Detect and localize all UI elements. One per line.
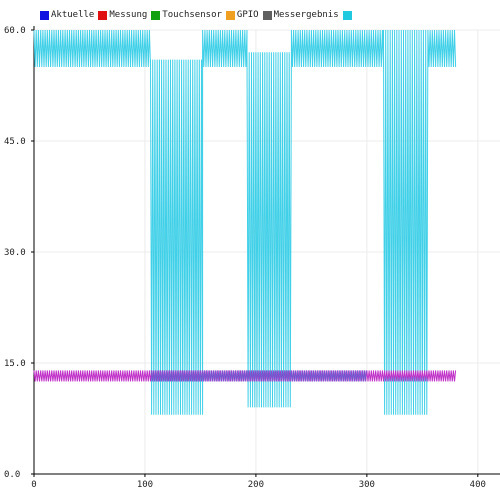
legend-swatch [98, 10, 108, 20]
legend-item: Aktuelle [40, 10, 96, 20]
legend-item: Messung [98, 10, 149, 20]
series-layer [33, 29, 457, 415]
legend-swatch [40, 10, 49, 20]
tick-labels: 0.0 15.0 30.0 45.0 60.0 0 100 200 300 400 [4, 26, 486, 490]
legend-label: Messergebnis [273, 10, 339, 20]
legend-item [342, 10, 354, 20]
x-tick-label: 100 [137, 480, 153, 490]
legend-label: Messung [109, 10, 148, 20]
y-tick-label: 0.0 [4, 470, 20, 480]
series-line-violet [150, 370, 367, 382]
legend-swatch [225, 10, 235, 20]
chart-legend: Aktuelle Messung Touchsensor GPIO Messergebn… [40, 8, 356, 22]
legend-swatch [262, 10, 272, 20]
legend-label: GPIO [236, 10, 259, 20]
legend-label: Aktuelle [51, 10, 95, 20]
axes [33, 26, 500, 475]
y-tick-label: 15.0 [4, 359, 26, 369]
x-tick-label: 300 [359, 480, 375, 490]
y-tick-label: 45.0 [4, 137, 26, 147]
legend-swatch [151, 10, 161, 20]
legend-label: Touchsensor [162, 10, 222, 20]
legend-item: Touchsensor [151, 10, 224, 20]
y-tick-label: 30.0 [4, 248, 26, 258]
x-tick-label: 400 [470, 480, 486, 490]
y-tick-label: 60.0 [4, 26, 26, 36]
series-line-cyan [33, 29, 457, 415]
x-tick-label: 200 [248, 480, 264, 490]
x-tick-label: 0 [31, 480, 36, 490]
legend-item: GPIO [225, 10, 261, 20]
legend-swatch [342, 10, 352, 20]
legend-item: Messergebnis [262, 10, 341, 20]
